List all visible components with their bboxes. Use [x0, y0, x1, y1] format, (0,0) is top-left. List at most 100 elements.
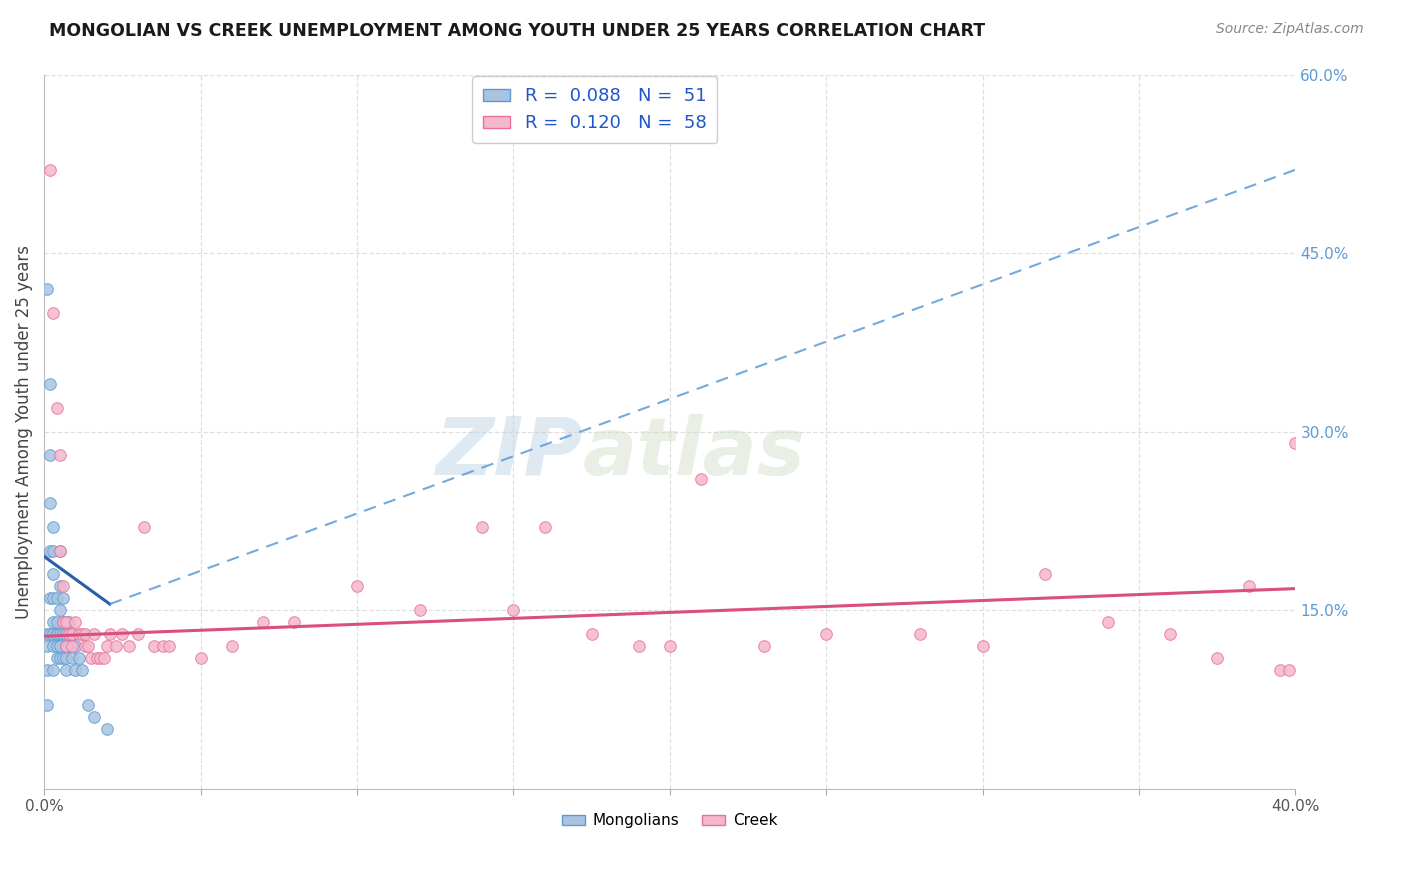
Point: [105, 639, 128, 653]
Point: [52, 650, 75, 665]
Point: [1206, 650, 1229, 665]
Point: [96, 722, 118, 736]
Point: [42, 519, 65, 533]
Point: [152, 639, 174, 653]
Point: [65, 663, 87, 677]
Point: [502, 603, 524, 617]
Text: Source: ZipAtlas.com: Source: ZipAtlas.com: [1216, 22, 1364, 37]
Point: [908, 627, 931, 641]
Legend: Mongolians, Creek: Mongolians, Creek: [555, 807, 783, 834]
Point: [73, 639, 96, 653]
Point: [42, 543, 65, 558]
Point: [48, 579, 70, 593]
Point: [134, 519, 156, 533]
Point: [65, 639, 87, 653]
Point: [42, 663, 65, 677]
Point: [37, 698, 59, 713]
Point: [83, 627, 105, 641]
Point: [39, 627, 62, 641]
Point: [52, 615, 75, 629]
Point: [93, 650, 115, 665]
Point: [690, 472, 713, 486]
Point: [60, 650, 83, 665]
Point: [39, 376, 62, 391]
Point: [346, 579, 368, 593]
Point: [55, 650, 77, 665]
Point: [70, 663, 93, 677]
Point: [190, 650, 212, 665]
Point: [58, 627, 80, 641]
Point: [117, 639, 139, 653]
Point: [86, 650, 108, 665]
Point: [658, 639, 681, 653]
Point: [39, 591, 62, 606]
Point: [1278, 663, 1301, 677]
Point: [67, 650, 90, 665]
Point: [96, 639, 118, 653]
Point: [45, 639, 67, 653]
Point: [37, 282, 59, 296]
Point: [55, 639, 77, 653]
Point: [67, 627, 90, 641]
Point: [48, 448, 70, 462]
Point: [45, 591, 67, 606]
Point: [408, 603, 430, 617]
Point: [42, 567, 65, 582]
Point: [77, 698, 100, 713]
Point: [42, 305, 65, 319]
Point: [45, 627, 67, 641]
Point: [111, 627, 134, 641]
Text: atlas: atlas: [582, 414, 806, 492]
Point: [55, 627, 77, 641]
Point: [60, 627, 83, 641]
Point: [55, 615, 77, 629]
Point: [42, 591, 65, 606]
Point: [37, 627, 59, 641]
Point: [1237, 579, 1260, 593]
Point: [52, 627, 75, 641]
Point: [42, 615, 65, 629]
Y-axis label: Unemployment Among Youth under 25 years: Unemployment Among Youth under 25 years: [15, 244, 32, 618]
Point: [77, 639, 100, 653]
Point: [1268, 663, 1291, 677]
Point: [533, 519, 555, 533]
Point: [37, 663, 59, 677]
Point: [48, 650, 70, 665]
Point: [39, 448, 62, 462]
Point: [39, 496, 62, 510]
Point: [48, 627, 70, 641]
Point: [45, 627, 67, 641]
Point: [60, 639, 83, 653]
Point: [65, 615, 87, 629]
Point: [83, 710, 105, 724]
Point: [52, 591, 75, 606]
Point: [60, 627, 83, 641]
Point: [42, 627, 65, 641]
Point: [39, 162, 62, 177]
Point: [252, 615, 274, 629]
Point: [48, 543, 70, 558]
Point: [221, 639, 243, 653]
Point: [73, 627, 96, 641]
Point: [39, 543, 62, 558]
Point: [815, 627, 838, 641]
Point: [55, 615, 77, 629]
Point: [157, 639, 180, 653]
Point: [52, 615, 75, 629]
Point: [1159, 627, 1181, 641]
Point: [58, 615, 80, 629]
Point: [1033, 567, 1056, 582]
Point: [48, 639, 70, 653]
Point: [45, 650, 67, 665]
Point: [48, 603, 70, 617]
Point: [627, 639, 650, 653]
Point: [1097, 615, 1119, 629]
Point: [581, 627, 603, 641]
Point: [142, 639, 165, 653]
Point: [471, 519, 494, 533]
Point: [80, 650, 103, 665]
Point: [55, 639, 77, 653]
Text: MONGOLIAN VS CREEK UNEMPLOYMENT AMONG YOUTH UNDER 25 YEARS CORRELATION CHART: MONGOLIAN VS CREEK UNEMPLOYMENT AMONG YO…: [49, 22, 986, 40]
Point: [58, 639, 80, 653]
Point: [283, 615, 305, 629]
